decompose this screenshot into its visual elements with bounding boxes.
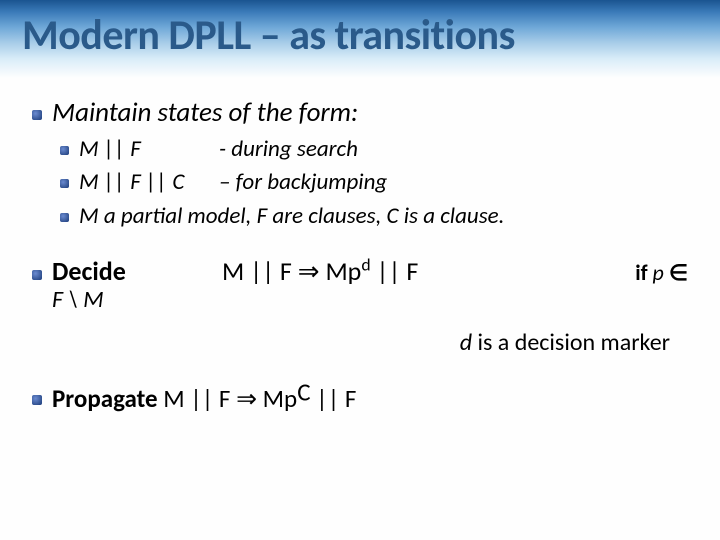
propagate-label: Propagate: [52, 383, 163, 414]
bullet-icon: [60, 213, 69, 222]
sub1-a: M || F: [79, 135, 219, 164]
decide-below: F \ M: [52, 285, 688, 314]
bullet-icon: [32, 110, 42, 120]
marker-line: d is a decision marker: [32, 328, 670, 357]
decide-f-right: || F: [371, 255, 419, 287]
marker-t3: marker: [595, 328, 670, 357]
decide-formula: M || F ⇒ Mpd || F: [222, 255, 635, 287]
cond-p: p: [653, 259, 664, 286]
bullet-icon: [60, 146, 69, 155]
title-gradient-bar: Modern DPLL – as transitions: [0, 0, 720, 78]
bullet-maintain: Maintain states of the form:: [32, 96, 688, 129]
marker-t1: is a: [477, 328, 514, 357]
prop-sup: C: [297, 377, 310, 408]
maintain-text: Maintain states of the form:: [52, 96, 358, 129]
cond-if: if: [635, 259, 652, 286]
propagate-content: Propagate M || F ⇒ MpC || F: [52, 383, 356, 414]
propagate-row: Propagate M || F ⇒ MpC || F: [32, 383, 688, 414]
sub-line-3: M a partial model, F are clauses, C is a…: [79, 202, 504, 231]
marker-t2: decision: [515, 328, 595, 357]
prop-arrow: ⇒: [236, 383, 257, 414]
sub-row-1: M || F- during search: [60, 135, 688, 164]
sub2-a: M || F || C: [79, 168, 219, 197]
prop-f-mid: Mp: [257, 383, 297, 414]
bullet-icon: [32, 395, 42, 405]
decide-f-mid: Mp: [320, 255, 362, 287]
sub-block: M || F- during search M || F || C– for b…: [60, 135, 688, 231]
sub1-b: - during search: [219, 135, 358, 163]
decide-f-left: M || F: [222, 255, 298, 287]
sub-line-2: M || F || C– for backjumping: [79, 168, 387, 197]
sub2-b: – for backjumping: [219, 168, 387, 196]
sub-row-2: M || F || C– for backjumping: [60, 168, 688, 197]
decide-label: Decide: [52, 255, 222, 287]
slide-title: Modern DPLL – as transitions: [22, 10, 515, 61]
decide-row: Decide M || F ⇒ Mpd || F if p ∈: [32, 255, 688, 287]
decide-condition: if p ∈: [635, 259, 688, 286]
prop-f-right: || F: [311, 383, 357, 414]
prop-f-left: M || F: [163, 383, 236, 414]
decide-arrow: ⇒: [298, 255, 320, 287]
sub-line-1: M || F- during search: [79, 135, 358, 164]
cond-in: ∈: [664, 259, 688, 286]
slide-content: Maintain states of the form: M || F- dur…: [0, 78, 720, 414]
bullet-icon: [32, 270, 42, 280]
marker-d: d: [460, 328, 478, 357]
decide-sup: d: [361, 254, 370, 276]
sub-row-3: M a partial model, F are clauses, C is a…: [60, 202, 688, 231]
bullet-icon: [60, 179, 69, 188]
